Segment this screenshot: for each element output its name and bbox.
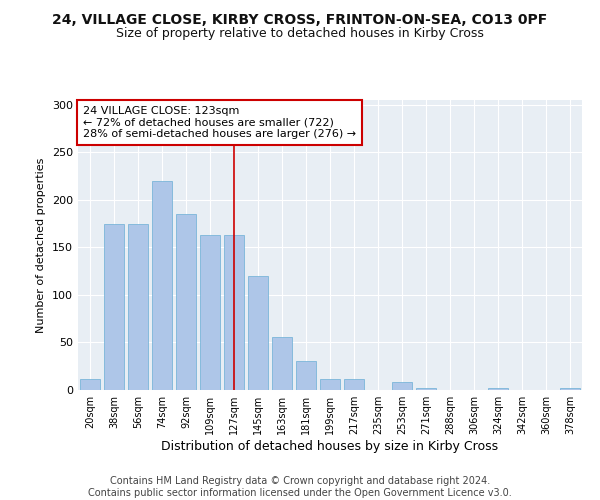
Text: 24, VILLAGE CLOSE, KIRBY CROSS, FRINTON-ON-SEA, CO13 0PF: 24, VILLAGE CLOSE, KIRBY CROSS, FRINTON-…	[52, 12, 548, 26]
Bar	[488, 388, 508, 390]
Bar	[296, 362, 316, 390]
Bar	[104, 224, 124, 390]
Bar	[176, 214, 196, 390]
Bar	[560, 388, 580, 390]
Bar	[224, 235, 244, 390]
Bar	[344, 378, 364, 390]
Y-axis label: Number of detached properties: Number of detached properties	[37, 158, 46, 332]
Text: 24 VILLAGE CLOSE: 123sqm
← 72% of detached houses are smaller (722)
28% of semi-: 24 VILLAGE CLOSE: 123sqm ← 72% of detach…	[83, 106, 356, 139]
Bar	[128, 224, 148, 390]
Bar	[80, 378, 100, 390]
Text: Contains HM Land Registry data © Crown copyright and database right 2024.
Contai: Contains HM Land Registry data © Crown c…	[88, 476, 512, 498]
Bar	[152, 181, 172, 390]
Bar	[320, 378, 340, 390]
X-axis label: Distribution of detached houses by size in Kirby Cross: Distribution of detached houses by size …	[161, 440, 499, 453]
Bar	[272, 337, 292, 390]
Text: Size of property relative to detached houses in Kirby Cross: Size of property relative to detached ho…	[116, 28, 484, 40]
Bar	[248, 276, 268, 390]
Bar	[392, 382, 412, 390]
Bar	[416, 388, 436, 390]
Bar	[200, 235, 220, 390]
